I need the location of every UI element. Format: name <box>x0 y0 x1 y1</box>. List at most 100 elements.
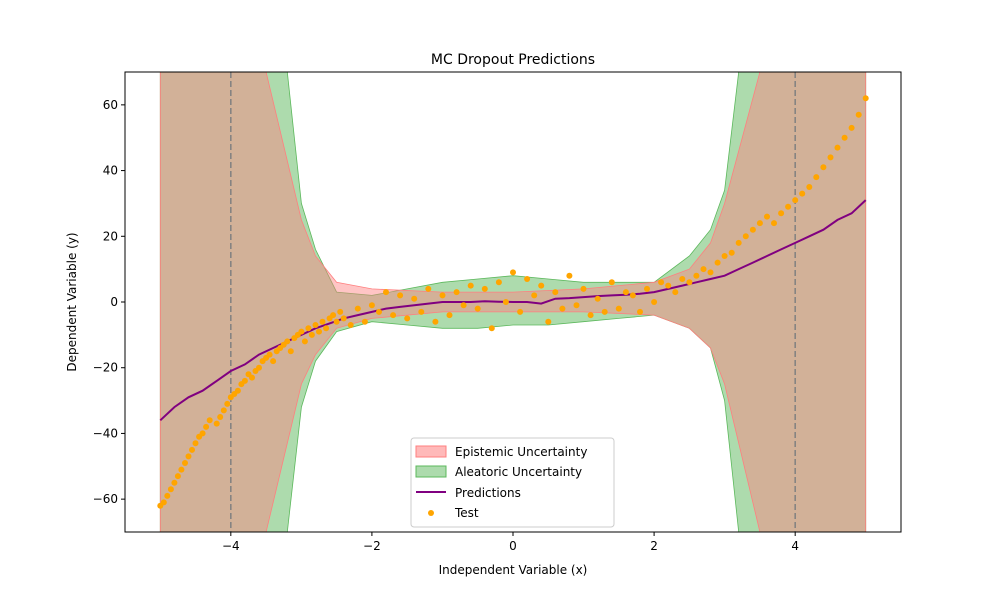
test-point <box>347 322 354 328</box>
legend: Epistemic Uncertainty Aleatoric Uncertai… <box>410 437 615 528</box>
test-point <box>189 446 195 453</box>
test-point <box>301 338 308 345</box>
y-tick-label: 0 <box>110 295 118 309</box>
test-point <box>848 124 855 131</box>
test-point <box>834 144 841 151</box>
x-tick-label: 2 <box>650 539 658 553</box>
test-point <box>862 95 869 102</box>
test-point <box>203 423 210 430</box>
predictions-line <box>159 199 867 422</box>
test-point <box>418 308 425 315</box>
test-point <box>644 285 650 292</box>
x-tick-label: 4 <box>791 539 799 553</box>
test-point <box>330 312 337 319</box>
test-point <box>481 285 488 292</box>
legend-swatch-epistemic <box>415 445 447 458</box>
test-point <box>337 308 344 315</box>
test-point <box>287 348 294 355</box>
test-point <box>446 312 453 319</box>
test-point <box>771 220 777 227</box>
test-point <box>587 312 594 319</box>
x-tick-label: −4 <box>222 539 240 553</box>
test-point <box>217 414 224 420</box>
test-point <box>531 292 538 299</box>
y-tick-label: −20 <box>93 361 118 375</box>
test-point <box>622 289 629 296</box>
test-point <box>615 305 622 312</box>
legend-label-predictions: Predictions <box>455 486 521 500</box>
test-point <box>573 302 580 309</box>
test-point <box>820 164 827 171</box>
test-point <box>651 299 658 305</box>
test-point <box>266 351 273 358</box>
test-point <box>742 233 749 240</box>
test-point <box>608 279 615 286</box>
test-point <box>368 302 375 309</box>
test-point <box>460 302 467 309</box>
test-point <box>333 318 340 325</box>
test-point <box>594 295 601 302</box>
test-point <box>658 279 665 286</box>
test-point <box>171 479 178 486</box>
test-point <box>432 318 439 325</box>
test-point <box>792 197 799 204</box>
test-point <box>580 285 587 292</box>
test-point <box>502 299 509 305</box>
test-point <box>411 295 418 302</box>
legend-swatch-aleatoric <box>415 465 447 478</box>
y-axis: −60 −40 −20 0 20 40 60 <box>93 98 125 506</box>
test-point <box>721 253 728 259</box>
x-axis: −4 −2 0 2 4 <box>222 532 799 553</box>
test-point <box>785 203 792 210</box>
x-axis-label: Independent Variable (x) <box>439 563 588 577</box>
test-point <box>806 184 813 190</box>
test-point <box>728 249 735 256</box>
x-tick-label: 0 <box>509 539 517 553</box>
test-point <box>488 325 495 332</box>
y-tick-label: 40 <box>103 164 118 178</box>
test-point <box>361 318 368 325</box>
test-point <box>686 279 693 286</box>
test-point <box>665 282 672 289</box>
test-point <box>174 473 181 480</box>
test-point <box>185 453 192 460</box>
test-point <box>316 328 322 335</box>
test-point <box>538 282 545 289</box>
test-point <box>629 292 636 299</box>
test-point <box>601 308 608 315</box>
test-point <box>178 466 185 473</box>
test-point <box>354 305 361 312</box>
test-point <box>220 407 227 414</box>
test-point <box>256 364 262 371</box>
test-point <box>517 308 524 315</box>
test-point <box>439 292 446 299</box>
y-tick-label: 20 <box>103 229 118 243</box>
test-point <box>679 276 686 282</box>
test-point <box>827 154 834 161</box>
legend-label-aleatoric: Aleatoric Uncertainty <box>455 465 582 479</box>
test-point <box>397 292 404 299</box>
test-point <box>167 486 174 493</box>
test-point <box>813 174 820 181</box>
legend-label-epistemic: Epistemic Uncertainty <box>455 445 587 459</box>
y-axis-label: Dependent Variable (y) <box>65 232 79 371</box>
test-point <box>234 387 241 394</box>
test-point <box>284 338 291 345</box>
test-point <box>425 285 432 292</box>
test-point <box>714 259 721 266</box>
test-point <box>799 190 806 197</box>
test-point <box>270 358 277 365</box>
x-tick-label: −2 <box>363 539 381 553</box>
test-point <box>305 325 312 332</box>
test-point <box>693 272 700 279</box>
test-point <box>319 318 326 325</box>
test-point <box>855 111 862 118</box>
test-point <box>323 325 330 332</box>
test-point <box>298 328 305 335</box>
test-point <box>340 315 347 322</box>
test-point <box>566 272 573 279</box>
test-point <box>213 420 220 427</box>
test-point <box>199 430 206 437</box>
test-point <box>467 282 474 289</box>
